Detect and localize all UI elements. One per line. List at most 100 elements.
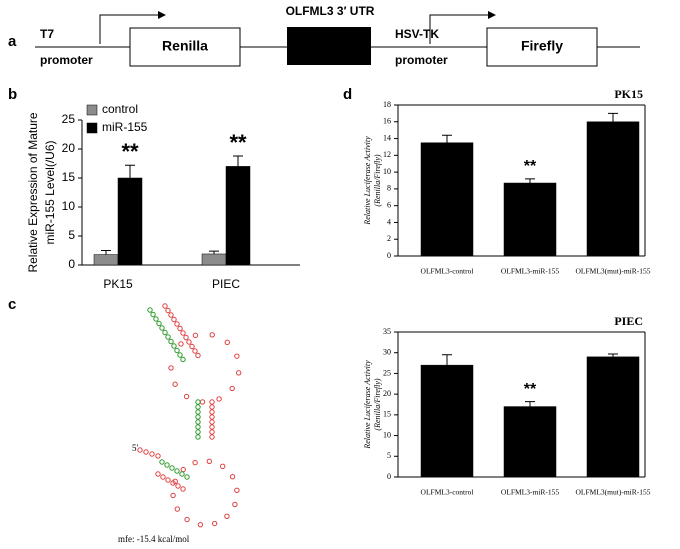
y-tick-label: 0 (68, 257, 75, 271)
bar (420, 142, 474, 257)
promoter-arrow (99, 14, 158, 44)
x-tick-label: OLFML3(mut)-miR-155 (576, 488, 651, 497)
significance-label: ** (524, 158, 537, 175)
arrow-head (158, 11, 166, 19)
error-bar (608, 353, 618, 357)
y-tick-label: 10 (62, 199, 76, 213)
nucleotide (209, 414, 215, 420)
nucleotide (234, 487, 240, 493)
nucleotide (172, 381, 178, 387)
error-bar (101, 250, 111, 255)
y-axis-label: Relative Luciferase Activity (363, 360, 372, 450)
t7-label: T7 (40, 27, 54, 41)
chart-title: PK15 (614, 87, 643, 101)
significance-label: ** (229, 130, 247, 155)
y-axis-label: (Renilla/Firefly) (373, 154, 382, 206)
nucleotide (162, 303, 168, 309)
y-tick-label: 0 (387, 472, 391, 481)
error-bar (525, 401, 535, 407)
bar (93, 254, 119, 266)
nucleotide (209, 399, 215, 405)
nucleotide (209, 409, 215, 415)
nucleotide (171, 316, 177, 323)
y-tick-label: 12 (383, 150, 391, 159)
five-prime-label: 5' (132, 443, 139, 453)
y-axis-label: miR-155 Level(/U6) (43, 140, 57, 244)
significance-label: ** (121, 139, 139, 164)
nucleotide (165, 334, 171, 340)
y-tick-label: 4 (387, 217, 391, 226)
nucleotide (171, 343, 177, 349)
nucleotide (195, 399, 201, 405)
nucleotide (209, 424, 215, 430)
promoter-arrow (429, 14, 488, 44)
nucleotide (192, 348, 198, 354)
bar (225, 166, 251, 266)
nucleotide (155, 453, 161, 459)
y-tick-label: 35 (383, 327, 391, 336)
nucleotide (137, 447, 143, 453)
nucleotide (174, 468, 180, 474)
x-tick-label: OLFML3-miR-155 (501, 488, 560, 497)
nucleotide (206, 458, 213, 464)
firefly-label: Firefly (521, 38, 563, 54)
x-tick-label: OLFML3-control (421, 488, 474, 497)
panel-label: a (8, 33, 17, 50)
error-bar (125, 164, 135, 178)
y-tick-label: 5 (68, 228, 75, 242)
renilla-label: Renilla (162, 38, 208, 54)
mfe-label: mfe: -15.4 kcal/mol (118, 534, 190, 544)
bar (586, 356, 640, 478)
nucleotide (186, 339, 192, 345)
y-tick-label: 20 (62, 141, 76, 155)
x-tick-label: PIEC (212, 277, 240, 291)
nucleotide (162, 329, 168, 336)
y-tick-label: 2 (387, 234, 391, 243)
nucleotide (183, 393, 190, 400)
nucleotide (195, 424, 201, 430)
nucleotide (219, 463, 226, 470)
x-tick-label: OLFML3-miR-155 (501, 267, 560, 276)
error-bar (608, 112, 618, 122)
legend-swatch (86, 122, 98, 134)
nucleotide (209, 419, 215, 425)
promoter-label: promoter (395, 53, 448, 67)
nucleotide (165, 477, 171, 483)
nucleotide (175, 483, 181, 489)
bar (420, 364, 474, 478)
nucleotide (189, 343, 195, 350)
nucleotide (197, 521, 204, 528)
nucleotide (168, 365, 174, 371)
nucleotide (195, 434, 201, 440)
nucleotide (209, 404, 215, 410)
y-tick-label: 10 (383, 430, 391, 439)
nucleotide (174, 506, 181, 512)
legend-label: control (102, 102, 138, 116)
y-tick-label: 5 (387, 451, 391, 460)
nucleotide (195, 404, 201, 410)
panel-a: a T7 promoter Renilla OLFML3 3′ UTR HSV-… (8, 4, 640, 67)
panel-label: b (8, 86, 17, 103)
y-tick-label: 10 (383, 167, 391, 176)
y-tick-label: 6 (387, 200, 391, 209)
nucleotide (224, 339, 230, 346)
bar (503, 182, 557, 257)
x-tick-label: PK15 (103, 277, 133, 291)
utr-label: OLFML3 3′ UTR (286, 4, 375, 18)
nucleotide (180, 356, 186, 363)
renilla-box (129, 27, 241, 67)
y-tick-label: 18 (383, 100, 391, 109)
error-bar (442, 354, 452, 366)
y-axis-label: Relative Expression of Mature (26, 112, 40, 272)
nucleotide (168, 312, 174, 318)
nucleotide (232, 501, 238, 508)
legend-label: miR-155 (102, 120, 148, 134)
utr-box (287, 27, 371, 65)
y-tick-label: 0 (387, 251, 391, 260)
nucleotide (177, 352, 183, 358)
y-tick-label: 15 (62, 170, 76, 184)
error-bar (233, 155, 243, 167)
legend-swatch (86, 104, 98, 116)
nucleotide (160, 474, 166, 480)
nucleotide (156, 320, 162, 327)
